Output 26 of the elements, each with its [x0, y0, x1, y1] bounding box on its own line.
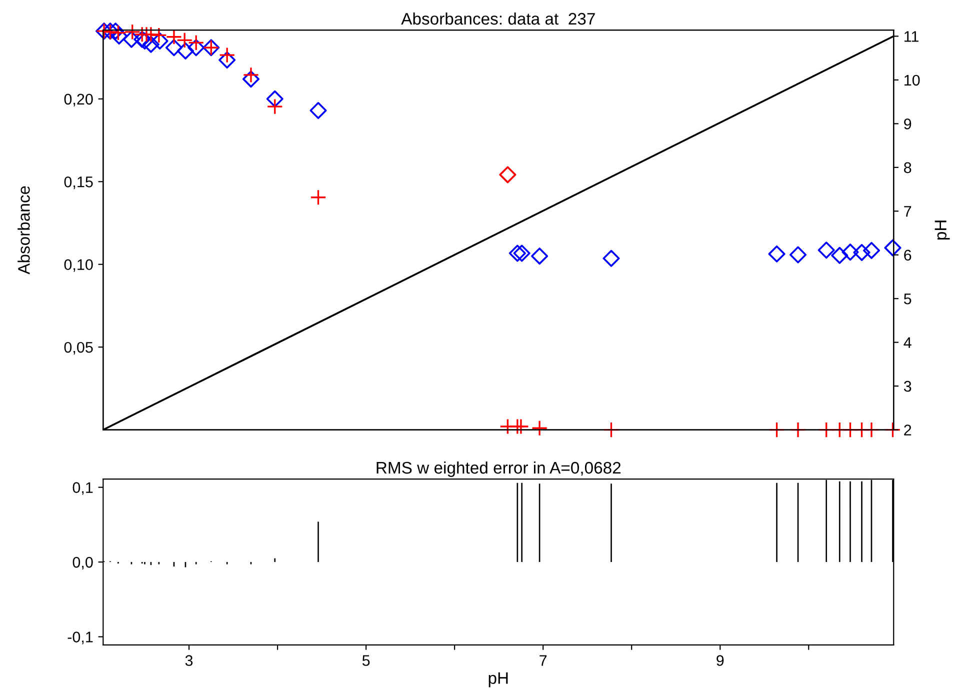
x-axis-title: pH — [488, 672, 508, 688]
y-tick-label: 0,15 — [64, 176, 93, 190]
y2-tick-label: 10 — [904, 74, 920, 86]
y2-tick-label: 11 — [904, 31, 918, 42]
y-tick-label: 0,0 — [72, 556, 93, 570]
y2-tick-label: 7 — [904, 206, 912, 217]
y-tick-label: 0,20 — [64, 94, 93, 106]
chart-title: RMS w eighted error in A=0,0682 — [376, 461, 621, 477]
y-tick-label: 0,10 — [64, 259, 93, 272]
y2-axis-title: pH — [934, 220, 950, 240]
y2-tick-label: 6 — [904, 250, 912, 261]
y-tick-label: 0,1 — [72, 482, 93, 495]
x-tick-label: 9 — [716, 655, 724, 666]
y-tick-label: 0,05 — [64, 342, 93, 355]
y2-tick-label: 5 — [904, 294, 912, 304]
y-tick-label: -0,1 — [68, 632, 93, 644]
y2-tick-label: 8 — [904, 162, 912, 174]
y-axis-title: Absorbance — [18, 186, 30, 274]
y2-tick-label: 9 — [904, 118, 912, 130]
chart-title: Absorbances: data at 237 — [401, 12, 595, 25]
x-tick-label: 3 — [185, 655, 193, 666]
x-tick-label: 5 — [362, 655, 370, 666]
y2-tick-label: 2 — [904, 424, 912, 436]
y2-tick-label: 3 — [904, 380, 912, 392]
x-tick-label: 7 — [540, 655, 547, 666]
y2-tick-label: 4 — [904, 337, 912, 348]
